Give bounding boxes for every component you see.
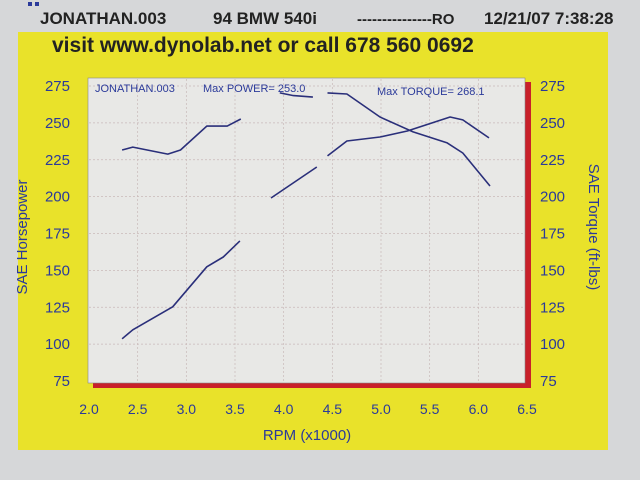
y-tick-label: 75 <box>53 373 70 390</box>
y-tick-label: 125 <box>45 299 70 316</box>
x-tick-label: 3.0 <box>177 401 197 417</box>
max-power-annotation: Max POWER= 253.0 <box>203 83 305 95</box>
y-tick-label: 175 <box>45 226 70 243</box>
x-tick-label: 6.0 <box>469 401 489 417</box>
y2-tick-label: 250 <box>540 115 565 132</box>
header-marker-icon <box>28 2 32 6</box>
y2-tick-label: 200 <box>540 189 565 206</box>
horsepower-curve-segment <box>327 116 490 157</box>
torque-curve-segment <box>279 92 313 98</box>
y-tick-label: 200 <box>45 189 70 206</box>
x-tick-label: 4.5 <box>323 401 343 417</box>
y-tick-label: 100 <box>45 336 70 353</box>
torque-curve-segment <box>121 118 242 155</box>
y-tick-label: 275 <box>45 78 70 95</box>
horsepower-curve-segment <box>270 166 318 199</box>
header-vehicle: 94 BMW 540i <box>213 9 317 28</box>
x-tick-label: 3.5 <box>225 401 245 417</box>
y2-tick-label: 125 <box>540 299 565 316</box>
y-tick-label: 250 <box>45 115 70 132</box>
header-marker-icon <box>35 2 39 6</box>
curves <box>121 92 491 340</box>
y2-tick-label: 175 <box>540 226 565 243</box>
grid <box>89 79 524 382</box>
max-torque-annotation: Max TORQUE= 268.1 <box>377 86 485 98</box>
y2-tick-label: 100 <box>540 336 565 353</box>
y-tick-label: 225 <box>45 152 70 169</box>
y2-axis-label: SAE Torque (ft-lbs) <box>585 164 602 290</box>
x-tick-label: 5.0 <box>371 401 391 417</box>
horsepower-curve-segment <box>121 240 241 340</box>
header-operator: ---------------RO <box>357 11 455 28</box>
x-tick-label: 4.0 <box>274 401 294 417</box>
y2-tick-label: 275 <box>540 78 565 95</box>
y-tick-label: 150 <box>45 262 70 279</box>
x-tick-label: 2.5 <box>128 401 148 417</box>
y2-tick-label: 150 <box>540 262 565 279</box>
y2-tick-label: 75 <box>540 373 557 390</box>
header-run-name: JONATHAN.003 <box>40 9 166 28</box>
run-annotation: JONATHAN.003 <box>95 83 175 95</box>
plot-area <box>87 77 526 384</box>
x-tick-label: 5.5 <box>420 401 440 417</box>
torque-curve-segment <box>327 92 491 187</box>
header-datetime: 12/21/07 7:38:28 <box>484 9 614 28</box>
y2-tick-label: 225 <box>540 152 565 169</box>
x-axis-label: RPM (x1000) <box>263 427 351 444</box>
y-axis-label: SAE Horsepower <box>14 179 31 294</box>
banner-text: visit www.dynolab.net or call 678 560 06… <box>52 34 474 57</box>
x-tick-label: 6.5 <box>517 401 537 417</box>
x-tick-label: 2.0 <box>79 401 99 417</box>
